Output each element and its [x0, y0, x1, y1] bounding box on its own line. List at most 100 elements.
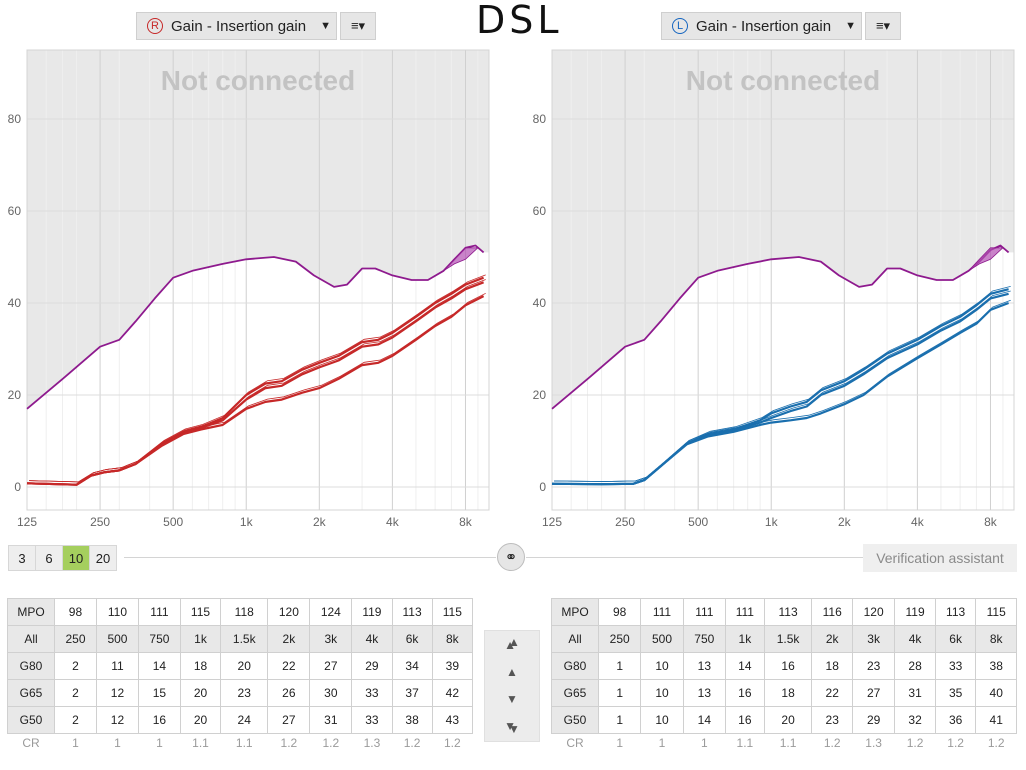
double-up-arrow-icon[interactable]: ▲ ▲ — [504, 634, 520, 652]
gain-cell[interactable]: 24 — [220, 706, 269, 734]
left-menu-button[interactable]: ≡▾ — [340, 12, 376, 40]
gain-cell[interactable]: 22 — [267, 652, 311, 680]
row-label[interactable]: G65 — [7, 679, 55, 707]
mpo-cell[interactable]: 116 — [811, 598, 853, 626]
mpo-cell[interactable]: 120 — [851, 598, 896, 626]
freq-header[interactable]: 4k — [894, 625, 936, 653]
link-ears-button[interactable]: ⚭ — [497, 543, 525, 571]
gain-cell[interactable]: 32 — [894, 706, 936, 734]
mpo-cell[interactable]: 111 — [682, 598, 726, 626]
double-down-arrow-icon[interactable]: ▼ ▼ — [504, 718, 520, 736]
step-button-20[interactable]: 20 — [89, 545, 117, 571]
gain-cell[interactable]: 29 — [351, 652, 393, 680]
gain-cell[interactable]: 29 — [851, 706, 896, 734]
mpo-cell[interactable]: 120 — [267, 598, 311, 626]
gain-cell[interactable]: 1 — [597, 706, 642, 734]
freq-header[interactable]: 8k — [975, 625, 1017, 653]
freq-header[interactable]: 1.5k — [220, 625, 269, 653]
gain-cell[interactable]: 34 — [391, 652, 433, 680]
freq-header[interactable]: 6k — [934, 625, 977, 653]
gain-cell[interactable]: 23 — [811, 706, 853, 734]
mpo-cell[interactable]: 98 — [54, 598, 97, 626]
freq-header[interactable]: 500 — [640, 625, 684, 653]
freq-header[interactable]: 8k — [431, 625, 474, 653]
gain-cell[interactable]: 27 — [309, 652, 353, 680]
gain-cell[interactable]: 31 — [894, 679, 936, 707]
gain-cell[interactable]: 16 — [724, 679, 765, 707]
gain-cell[interactable]: 2 — [54, 652, 97, 680]
gain-cell[interactable]: 12 — [95, 706, 139, 734]
verification-assistant-button[interactable]: Verification assistant — [863, 544, 1017, 572]
mpo-cell[interactable]: 111 — [640, 598, 684, 626]
gain-cell[interactable]: 15 — [137, 679, 181, 707]
gain-cell[interactable]: 1 — [597, 652, 642, 680]
gain-cell[interactable]: 14 — [682, 706, 726, 734]
gain-cell[interactable]: 23 — [851, 652, 896, 680]
gain-cell[interactable]: 43 — [431, 706, 474, 734]
freq-header[interactable]: 1k — [179, 625, 222, 653]
gain-cell[interactable]: 10 — [640, 679, 684, 707]
mpo-cell[interactable]: 115 — [179, 598, 222, 626]
gain-cell[interactable]: 39 — [431, 652, 474, 680]
gain-cell[interactable]: 14 — [137, 652, 181, 680]
freq-header[interactable]: 3k — [309, 625, 353, 653]
mpo-cell[interactable]: 113 — [391, 598, 433, 626]
gain-cell[interactable]: 18 — [179, 652, 222, 680]
step-button-3[interactable]: 3 — [8, 545, 36, 571]
gain-cell[interactable]: 18 — [763, 679, 813, 707]
row-label[interactable]: G50 — [551, 706, 599, 734]
mpo-cell[interactable]: 113 — [763, 598, 813, 626]
freq-header[interactable]: 2k — [811, 625, 853, 653]
mpo-cell[interactable]: 115 — [975, 598, 1017, 626]
gain-cell[interactable]: 23 — [220, 679, 269, 707]
mpo-cell[interactable]: 124 — [309, 598, 353, 626]
gain-cell[interactable]: 38 — [391, 706, 433, 734]
row-label[interactable]: G65 — [551, 679, 599, 707]
freq-header[interactable]: 750 — [682, 625, 726, 653]
down-arrow-icon[interactable]: ▼ — [506, 691, 518, 706]
up-arrow-icon[interactable]: ▲ — [506, 664, 518, 679]
mpo-cell[interactable]: 110 — [95, 598, 139, 626]
step-button-6[interactable]: 6 — [35, 545, 63, 571]
all-label[interactable]: All — [551, 625, 599, 653]
gain-cell[interactable]: 20 — [179, 679, 222, 707]
freq-header[interactable]: 4k — [351, 625, 393, 653]
right-menu-button[interactable]: ≡▾ — [865, 12, 901, 40]
gain-cell[interactable]: 18 — [811, 652, 853, 680]
gain-cell[interactable]: 40 — [975, 679, 1017, 707]
gain-cell[interactable]: 27 — [267, 706, 311, 734]
gain-cell[interactable]: 20 — [763, 706, 813, 734]
mpo-cell[interactable]: 113 — [934, 598, 977, 626]
left-gain-dropdown[interactable]: R Gain - Insertion gain ▼ — [136, 12, 337, 40]
gain-cell[interactable]: 10 — [640, 652, 684, 680]
gain-cell[interactable]: 31 — [309, 706, 353, 734]
gain-cell[interactable]: 33 — [351, 679, 393, 707]
all-label[interactable]: All — [7, 625, 55, 653]
freq-header[interactable]: 1k — [724, 625, 765, 653]
mpo-cell[interactable]: 98 — [597, 598, 642, 626]
gain-cell[interactable]: 33 — [351, 706, 393, 734]
freq-header[interactable]: 750 — [137, 625, 181, 653]
gain-cell[interactable]: 28 — [894, 652, 936, 680]
mpo-cell[interactable]: 118 — [220, 598, 269, 626]
mpo-cell[interactable]: 119 — [351, 598, 393, 626]
freq-header[interactable]: 500 — [95, 625, 139, 653]
freq-header[interactable]: 1.5k — [763, 625, 813, 653]
gain-cell[interactable]: 41 — [975, 706, 1017, 734]
gain-cell[interactable]: 2 — [54, 706, 97, 734]
gain-cell[interactable]: 38 — [975, 652, 1017, 680]
gain-cell[interactable]: 11 — [95, 652, 139, 680]
row-label[interactable]: G50 — [7, 706, 55, 734]
mpo-cell[interactable]: 115 — [431, 598, 474, 626]
gain-cell[interactable]: 10 — [640, 706, 684, 734]
freq-header[interactable]: 250 — [54, 625, 97, 653]
freq-header[interactable]: 3k — [851, 625, 896, 653]
mpo-cell[interactable]: 111 — [137, 598, 181, 626]
freq-header[interactable]: 2k — [267, 625, 311, 653]
mpo-cell[interactable]: 119 — [894, 598, 936, 626]
freq-header[interactable]: 6k — [391, 625, 433, 653]
gain-cell[interactable]: 16 — [137, 706, 181, 734]
gain-cell[interactable]: 33 — [934, 652, 977, 680]
gain-cell[interactable]: 13 — [682, 652, 726, 680]
gain-cell[interactable]: 27 — [851, 679, 896, 707]
